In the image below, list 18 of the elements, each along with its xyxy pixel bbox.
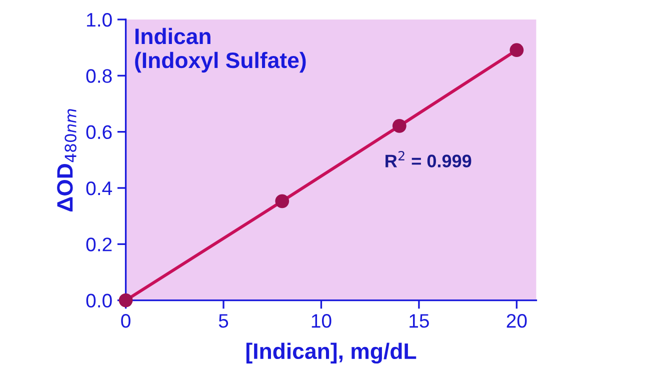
- point: [275, 194, 290, 208]
- y-tick-label: 0.0: [86, 294, 112, 308]
- y-tick-label: 0.6: [86, 125, 112, 140]
- point: [510, 43, 524, 58]
- y-tick-label: 0.2: [86, 238, 112, 252]
- x-tick-label: 15: [410, 314, 429, 328]
- y-tick-label: 1.0: [87, 12, 112, 27]
- x-tick-label: 10: [312, 314, 332, 328]
- text: Indican (Indoxyl Sulfate): [135, 28, 306, 73]
- x-axis-title: [Indican], mg/dL: [246, 342, 416, 364]
- x-tick-label: 5: [218, 314, 228, 328]
- point: [392, 118, 406, 133]
- y-axis-title: ΔOD$_{480nm}$: [57, 109, 76, 212]
- x-tick-label: 20: [506, 314, 527, 328]
- y-tick-label: 0.8: [86, 69, 112, 83]
- annotation: R$^{2}$ = 0.999: [386, 150, 472, 168]
- x-tick-label: 0: [121, 314, 130, 328]
- y-tick-label: 0.4: [86, 181, 112, 196]
